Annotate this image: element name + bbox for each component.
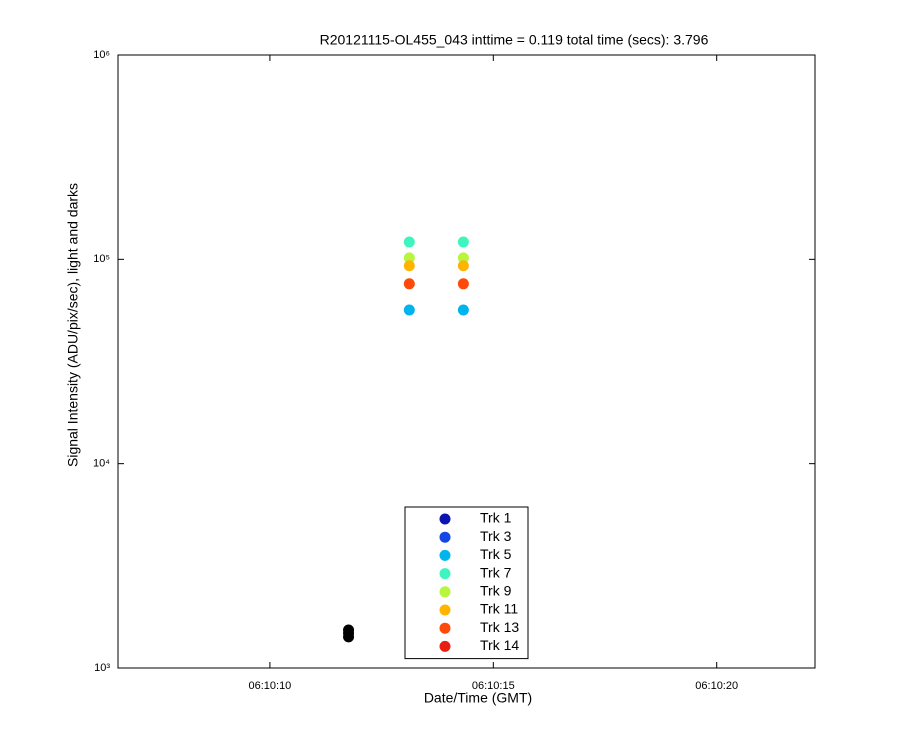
- legend-label: Trk 11: [480, 601, 518, 617]
- point: [403, 278, 415, 290]
- legend-marker: [439, 586, 451, 598]
- legend-label: Trk 14: [480, 637, 519, 653]
- point: [403, 252, 415, 264]
- legend-label: Trk 5: [480, 546, 512, 562]
- x-tick-label: 06:10:10: [248, 680, 291, 692]
- x-tick-label: 06:10:20: [695, 680, 738, 692]
- point: [457, 260, 469, 272]
- legend-marker: [439, 640, 451, 652]
- y-tick-label: 10⁴: [93, 458, 110, 470]
- point: [457, 278, 469, 290]
- legend-marker: [439, 549, 451, 561]
- point: [343, 631, 355, 643]
- point: [403, 304, 415, 316]
- point: [457, 304, 469, 316]
- y-tick-label: 10³: [94, 662, 110, 674]
- legend-marker: [439, 568, 451, 580]
- legend-label: Trk 3: [480, 528, 512, 544]
- point: [403, 260, 415, 272]
- legend-marker: [439, 622, 451, 634]
- legend-box: [404, 506, 529, 660]
- legend-marker: [439, 604, 451, 616]
- x-tick-label: 06:10:15: [472, 680, 515, 692]
- point: [457, 236, 469, 248]
- x-axis-label: Date/Time (GMT): [424, 690, 532, 706]
- point: [457, 252, 469, 264]
- point: [403, 236, 415, 248]
- legend-marker: [439, 513, 451, 525]
- legend-marker: [439, 531, 451, 543]
- y-tick-label: 10⁶: [93, 49, 110, 61]
- legend-label: Trk 1: [480, 510, 512, 526]
- legend-label: Trk 13: [480, 619, 519, 635]
- legend-label: Trk 9: [480, 583, 512, 599]
- y-axis-label: Signal Intensity (ADU/pix/sec), light an…: [65, 183, 81, 467]
- chart-title: R20121115-OL455_043 inttime = 0.119 tota…: [320, 32, 709, 48]
- legend-label: Trk 7: [480, 564, 512, 580]
- y-tick-label: 10⁵: [93, 253, 110, 265]
- plot-frame: [117, 54, 816, 669]
